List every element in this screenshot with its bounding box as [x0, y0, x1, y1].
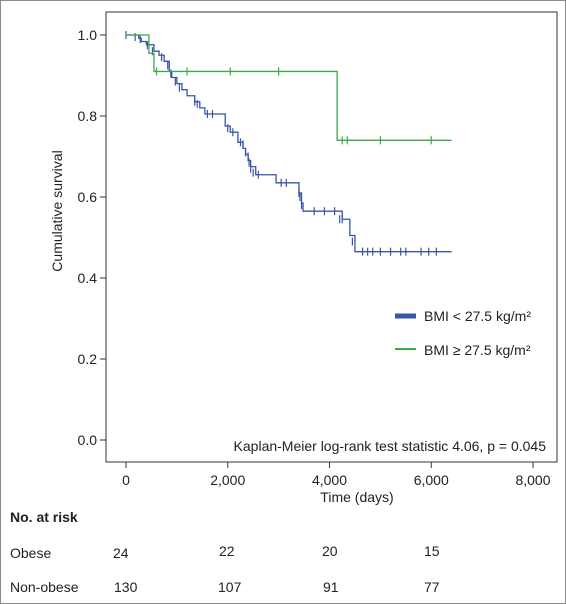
x-tick-label: 6,000	[414, 472, 449, 488]
x-tick-label: 8,000	[515, 472, 550, 488]
plot-area	[105, 11, 558, 463]
y-axis-label: Cumulative survival	[49, 150, 65, 271]
series-low-bmi	[125, 31, 452, 256]
y-tick-label: 0.0	[78, 432, 98, 448]
risk-row-label-obese: Obese	[10, 545, 52, 561]
risk-obese-6000: 15	[424, 543, 440, 559]
y-tick-label: 0.8	[78, 108, 98, 124]
y-tick-label: 0.6	[78, 189, 98, 205]
risk-non-obese-0: 130	[114, 579, 138, 595]
x-tick-label: 0	[122, 472, 130, 488]
y-tick-label: 0.4	[78, 270, 98, 286]
risk-non-obese-2000: 107	[218, 579, 242, 595]
x-tick-label: 2,000	[210, 472, 245, 488]
risk-non-obese-6000: 77	[424, 579, 440, 595]
survival-curve	[126, 34, 452, 253]
x-tick-label: 4,000	[312, 472, 347, 488]
legend-label-high-bmi: BMI ≥ 27.5 kg/m²	[424, 342, 531, 358]
y-tick-label: 1.0	[78, 27, 98, 43]
risk-obese-2000: 22	[219, 543, 235, 559]
annotation: Kaplan-Meier log-rank test statistic 4.0…	[234, 438, 547, 454]
legend-label-low-bmi: BMI < 27.5 kg/m²	[424, 308, 531, 324]
x-axis-label: Time (days)	[320, 489, 393, 505]
risk-row-label-non-obese: Non-obese	[10, 579, 79, 595]
survival-curve	[126, 34, 452, 141]
risk-table-title: No. at risk	[10, 509, 78, 525]
series-high-bmi	[126, 34, 452, 145]
y-tick-label: 0.2	[78, 351, 98, 367]
risk-obese-4000: 20	[322, 543, 338, 559]
risk-obese-0: 24	[113, 545, 129, 561]
risk-non-obese-4000: 91	[323, 579, 339, 595]
